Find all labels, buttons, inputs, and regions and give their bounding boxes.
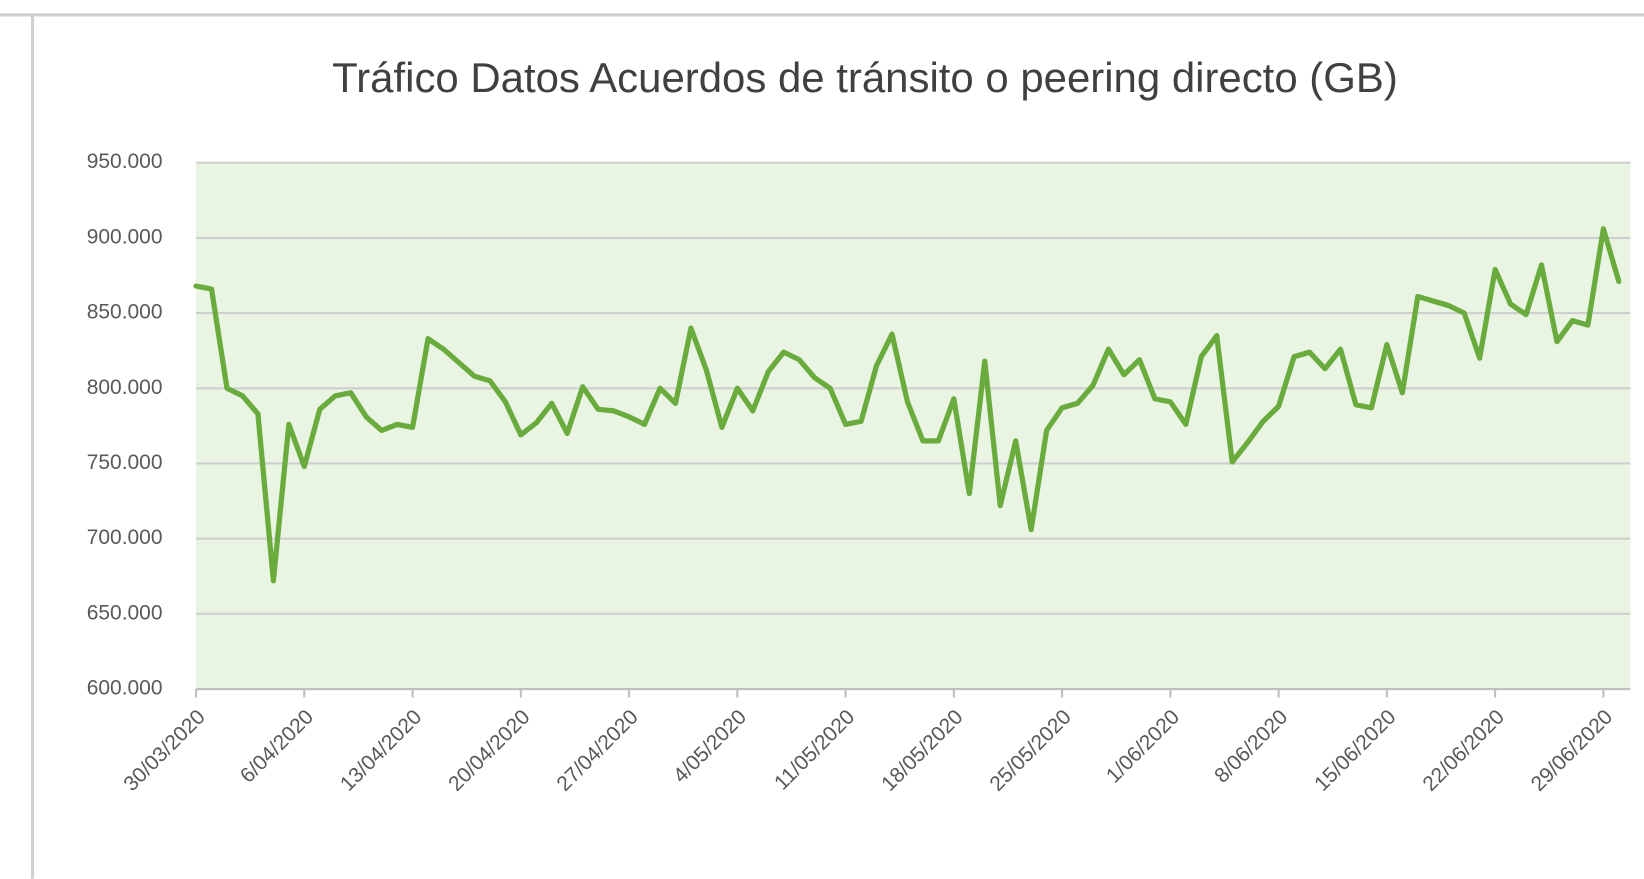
y-tick-label: 700.000	[87, 526, 163, 549]
x-tick-label: 22/06/2020	[1418, 705, 1508, 795]
y-tick-label: 900.000	[87, 225, 163, 248]
x-tick-label: 25/05/2020	[985, 705, 1075, 795]
x-tick-label: 20/04/2020	[444, 705, 534, 795]
x-tick-label: 18/05/2020	[877, 705, 967, 795]
x-tick-label: 4/05/2020	[669, 705, 751, 787]
x-tick-label: 8/06/2020	[1210, 705, 1292, 787]
x-tick-label: 15/06/2020	[1310, 705, 1400, 795]
data-line	[193, 226, 1622, 584]
y-tick-label: 650.000	[87, 601, 163, 624]
plot-area	[196, 162, 1631, 690]
x-tick-label: 13/04/2020	[336, 705, 426, 795]
y-tick-label: 800.000	[87, 376, 163, 399]
y-tick-label: 600.000	[87, 677, 163, 700]
x-tick-label: 1/06/2020	[1102, 705, 1184, 787]
y-tick-label: 950.000	[87, 150, 163, 173]
x-tick-label: 29/06/2020	[1527, 705, 1617, 795]
x-tick-label: 27/04/2020	[552, 705, 642, 795]
x-tick-label: 11/05/2020	[770, 705, 859, 794]
y-tick-label: 750.000	[87, 451, 163, 474]
x-tick-label: 30/03/2020	[119, 705, 209, 795]
chart-title: Tráfico Datos Acuerdos de tránsito o pee…	[332, 54, 1398, 101]
x-tick-label: 6/04/2020	[236, 705, 318, 787]
y-tick-label: 850.000	[87, 301, 163, 324]
